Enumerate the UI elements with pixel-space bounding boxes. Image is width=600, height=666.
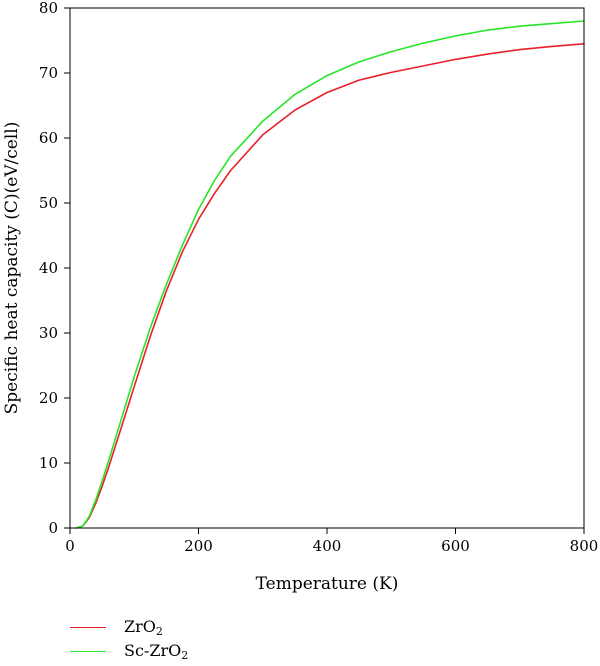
y-tick-label-60: 60 xyxy=(39,129,58,147)
series-line-zro2 xyxy=(75,43,585,529)
legend-label-sc-zro2-sub: 2 xyxy=(181,648,189,662)
series-line-sc-zro2 xyxy=(75,20,585,529)
legend-label-zro2-sub: 2 xyxy=(155,624,163,638)
y-tick-label-30: 30 xyxy=(39,324,58,342)
x-tick-label-400: 400 xyxy=(313,537,342,555)
y-tick-label-0: 0 xyxy=(48,519,58,537)
plot-frame xyxy=(69,7,585,529)
chart-area: 0 200 400 600 800 0 10 20 30 40 50 60 70 80 Temperatu… xyxy=(2,0,598,594)
plot-layer xyxy=(75,20,585,529)
x-tick-label-800: 800 xyxy=(570,537,599,555)
x-tick-label-200: 200 xyxy=(184,537,213,555)
y-tick-label-80: 80 xyxy=(39,0,58,17)
axes-layer: 0 200 400 600 800 0 10 20 30 40 50 60 70 80 xyxy=(39,0,598,555)
y-tick-label-70: 70 xyxy=(39,64,58,82)
x-axis-title: Temperature (K) xyxy=(256,574,399,594)
x-tick-label-0: 0 xyxy=(65,537,75,555)
legend-label-zro2-base: ZrO xyxy=(124,616,156,636)
legend-swatch-zro2 xyxy=(70,626,106,628)
legend-item-zro2: ZrO2 xyxy=(70,615,188,639)
x-tick-label-600: 600 xyxy=(441,537,470,555)
legend-label-zro2: ZrO2 xyxy=(124,617,163,638)
legend-item-sc-zro2: Sc-ZrO2 xyxy=(70,639,188,663)
legend: ZrO2 Sc-ZrO2 xyxy=(70,615,188,663)
legend-label-sc-zro2: Sc-ZrO2 xyxy=(124,641,188,662)
y-tick-label-40: 40 xyxy=(39,259,58,277)
y-tick-label-10: 10 xyxy=(39,454,58,472)
y-tick-label-50: 50 xyxy=(39,194,58,212)
legend-label-sc-zro2-base: Sc-ZrO xyxy=(124,640,182,660)
legend-swatch-sc-zro2 xyxy=(70,650,106,652)
y-tick-label-20: 20 xyxy=(39,389,58,407)
y-axis-title: Specific heat capacity (C)(eV/cell) xyxy=(2,122,22,415)
